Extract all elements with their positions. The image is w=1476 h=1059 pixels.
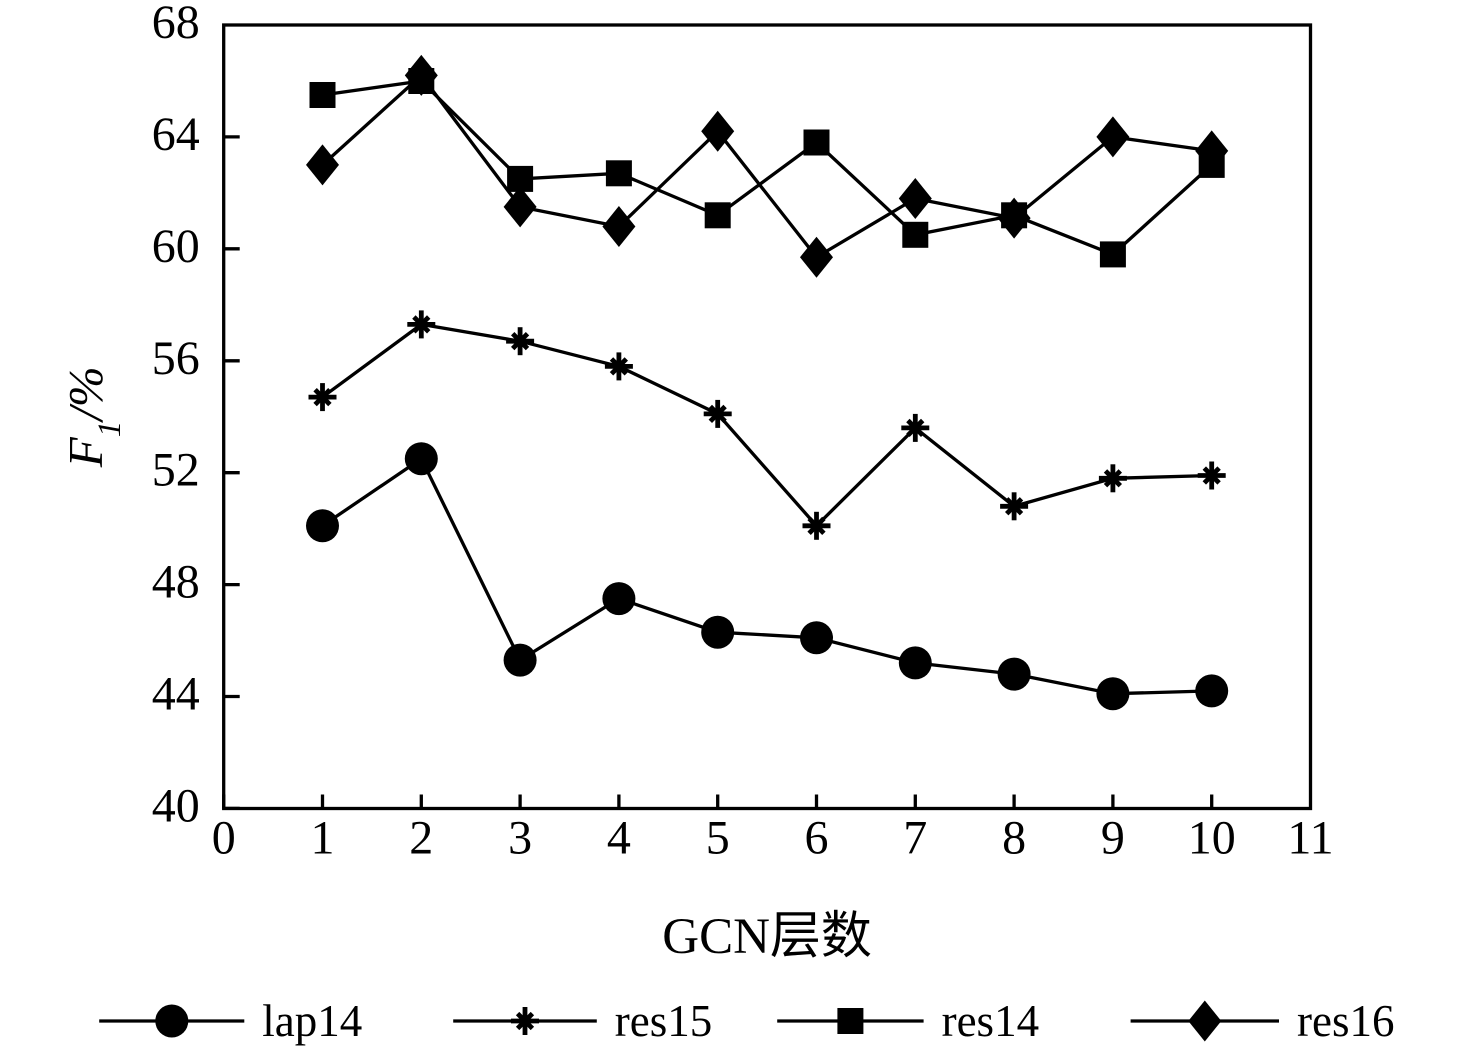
svg-text:7: 7 [903,812,927,865]
svg-text:res14: res14 [942,996,1039,1046]
svg-text:11: 11 [1287,812,1333,865]
svg-text:68: 68 [152,0,200,49]
svg-text:lap14: lap14 [262,996,362,1046]
svg-text:48: 48 [152,556,200,609]
svg-text:0: 0 [212,812,236,865]
svg-text:9: 9 [1101,812,1125,865]
svg-text:3: 3 [508,812,532,865]
svg-text:6: 6 [805,812,829,865]
svg-text:60: 60 [152,220,200,273]
svg-text:56: 56 [152,332,200,385]
svg-text:40: 40 [152,779,200,832]
svg-text:64: 64 [152,108,200,161]
svg-text:GCN层数: GCN层数 [662,909,872,965]
svg-text:4: 4 [607,812,631,865]
svg-text:res16: res16 [1297,996,1394,1046]
svg-text:52: 52 [152,444,200,497]
svg-text:5: 5 [706,812,730,865]
svg-text:res15: res15 [615,996,712,1046]
svg-text:44: 44 [152,668,200,721]
svg-text:10: 10 [1188,812,1236,865]
svg-text:8: 8 [1002,812,1026,865]
svg-text:F1/%: F1/% [58,366,128,468]
svg-text:1: 1 [311,812,335,865]
svg-text:2: 2 [409,812,433,865]
